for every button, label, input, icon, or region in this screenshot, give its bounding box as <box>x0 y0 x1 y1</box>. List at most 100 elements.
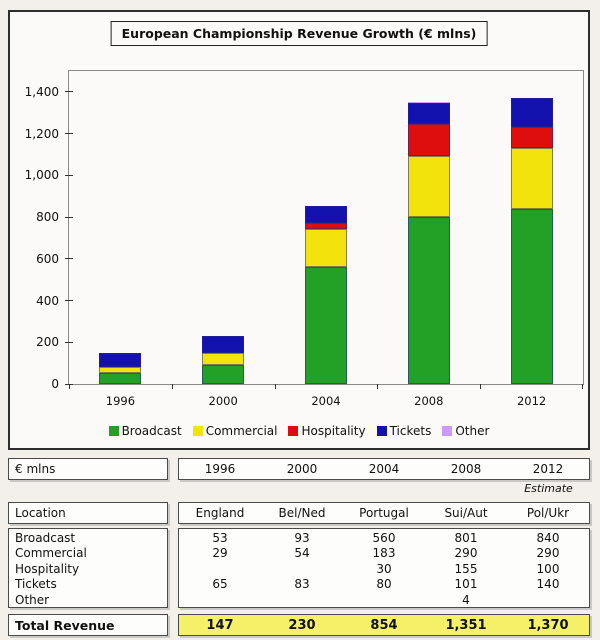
value-cell-commercial-4: 290 <box>536 546 560 561</box>
legend-label-other: Other <box>455 424 490 438</box>
bar-segment-commercial-2008 <box>407 156 450 217</box>
units-label: € mlns <box>15 462 56 476</box>
value-row-commercial: 29 54 183 290 290 <box>179 546 589 561</box>
x-tick-mark <box>274 384 276 389</box>
total-values-box: 147 230 854 1,351 1,370 <box>178 614 590 636</box>
value-cell-commercial-2: 183 <box>372 546 396 561</box>
y-tick-label: 1,400 <box>24 84 59 99</box>
value-cell-tickets-1: 83 <box>294 577 310 592</box>
legend-label-tickets: Tickets <box>389 424 432 438</box>
value-cell-tickets-2: 80 <box>376 577 392 592</box>
y-tick-label: 1,000 <box>24 168 59 183</box>
y-tick-label: 400 <box>36 293 59 308</box>
locations-row: England Bel/Ned Portugal Sui/Aut Pol/Ukr <box>178 502 590 524</box>
legend-swatch-broadcast <box>108 426 119 436</box>
bar-segment-hospitality-2008 <box>407 124 450 157</box>
bar-segment-tickets-1996 <box>99 353 142 367</box>
value-cell-broadcast-4: 840 <box>536 531 560 545</box>
value-cell-broadcast-0: 53 <box>212 531 228 545</box>
x-axis-label-2012: 2012 <box>516 394 547 408</box>
legend-item-broadcast: Broadcast <box>108 424 182 438</box>
value-cell-hospitality-1 <box>261 562 343 577</box>
year-cell-4: 2012 <box>532 462 564 476</box>
bar-segment-commercial-1996 <box>99 366 142 373</box>
y-tick-label: 1,200 <box>24 126 59 141</box>
legend-item-other: Other <box>442 424 489 438</box>
row-label-hospitality: Hospitality <box>15 561 80 576</box>
total-label: Total Revenue <box>15 617 115 633</box>
value-row-other: 4 <box>179 593 589 608</box>
year-cell-2: 2004 <box>368 462 400 476</box>
y-tick-mark <box>65 91 73 93</box>
bar-segment-tickets-2008 <box>407 102 450 125</box>
y-tick-mark <box>65 258 73 260</box>
bar-segment-commercial-2012 <box>510 148 553 209</box>
total-cell-2: 854 <box>370 617 398 633</box>
bar-segment-other-2008 <box>407 101 450 103</box>
value-cell-hospitality-4: 100 <box>536 561 560 576</box>
location-cell-3: Sui/Aut <box>444 506 488 520</box>
value-cell-tickets-3: 101 <box>454 577 478 592</box>
location-cell-1: Bel/Ned <box>278 506 326 520</box>
x-axis-label-2004: 2004 <box>311 394 341 408</box>
legend-swatch-commercial <box>192 426 203 436</box>
legend-swatch-tickets <box>376 426 387 436</box>
chart-legend: Broadcast Commercial Hospitality Tickets Oth… <box>10 424 588 438</box>
bar-segment-broadcast-2000 <box>202 364 245 384</box>
year-cell-1: 2000 <box>286 462 318 476</box>
value-cell-broadcast-3: 801 <box>454 531 478 545</box>
y-tick-label: 800 <box>36 210 59 225</box>
bar-segment-broadcast-2004 <box>305 267 347 384</box>
value-row-broadcast: 53 93 560 801 840 <box>179 531 589 546</box>
y-tick-label: 0 <box>51 377 59 391</box>
total-label-box: Total Revenue <box>8 614 168 636</box>
total-cell-4: 1,370 <box>527 617 569 633</box>
total-cell-1: 230 <box>288 617 316 633</box>
bar-segment-broadcast-2008 <box>407 216 450 384</box>
y-tick-mark <box>65 300 73 302</box>
location-cell-4: Pol/Ukr <box>526 506 570 520</box>
chart-frame: European Championship Revenue Growth (€ … <box>8 10 590 450</box>
value-cell-tickets-0: 65 <box>212 577 228 592</box>
legend-item-commercial: Commercial <box>192 424 278 438</box>
row-label-tickets: Tickets <box>15 577 57 592</box>
location-label: Location <box>15 506 66 520</box>
x-axis-label-2000: 2000 <box>208 394 238 408</box>
value-cell-hospitality-2: 30 <box>376 561 392 576</box>
y-tick-mark <box>65 216 73 218</box>
value-cell-other-4 <box>507 593 589 608</box>
years-row: 1996 2000 2004 2008 2012 <box>178 458 590 480</box>
legend-label-hospitality: Hospitality <box>301 424 366 438</box>
x-axis-label-2008: 2008 <box>414 394 444 408</box>
value-cell-other-0 <box>179 593 261 608</box>
y-tick-mark <box>65 174 73 176</box>
location-label-box: Location <box>8 502 168 524</box>
value-cell-broadcast-2: 560 <box>372 531 396 545</box>
value-cell-other-3: 4 <box>462 592 470 607</box>
legend-label-commercial: Commercial <box>205 424 278 438</box>
total-cell-3: 1,351 <box>445 617 487 633</box>
value-cell-tickets-4: 140 <box>536 577 560 592</box>
bar-segment-hospitality-2004 <box>305 222 347 229</box>
value-cell-commercial-1: 54 <box>294 546 310 561</box>
location-cell-2: Portugal <box>359 506 409 520</box>
x-tick-mark <box>480 384 482 389</box>
legend-label-broadcast: Broadcast <box>121 424 182 438</box>
bar-segment-tickets-2004 <box>305 206 347 223</box>
x-tick-mark <box>377 384 379 389</box>
value-cell-other-1 <box>261 593 343 608</box>
estimate-note: Estimate <box>524 482 573 495</box>
y-tick-label: 600 <box>36 251 59 266</box>
x-tick-mark <box>171 384 173 389</box>
y-tick-mark <box>65 341 73 343</box>
chart-title: European Championship Revenue Growth (€ … <box>110 21 488 46</box>
value-cell-hospitality-3: 155 <box>454 561 478 576</box>
bar-segment-commercial-2000 <box>202 353 245 365</box>
value-cell-other-2 <box>343 593 425 608</box>
bar-segment-hospitality-2012 <box>510 127 553 149</box>
year-cell-3: 2008 <box>450 462 482 476</box>
x-tick-mark <box>582 384 583 389</box>
bar-segment-tickets-2000 <box>202 336 245 354</box>
bar-segment-tickets-2012 <box>510 98 553 128</box>
row-label-other: Other <box>15 592 50 607</box>
